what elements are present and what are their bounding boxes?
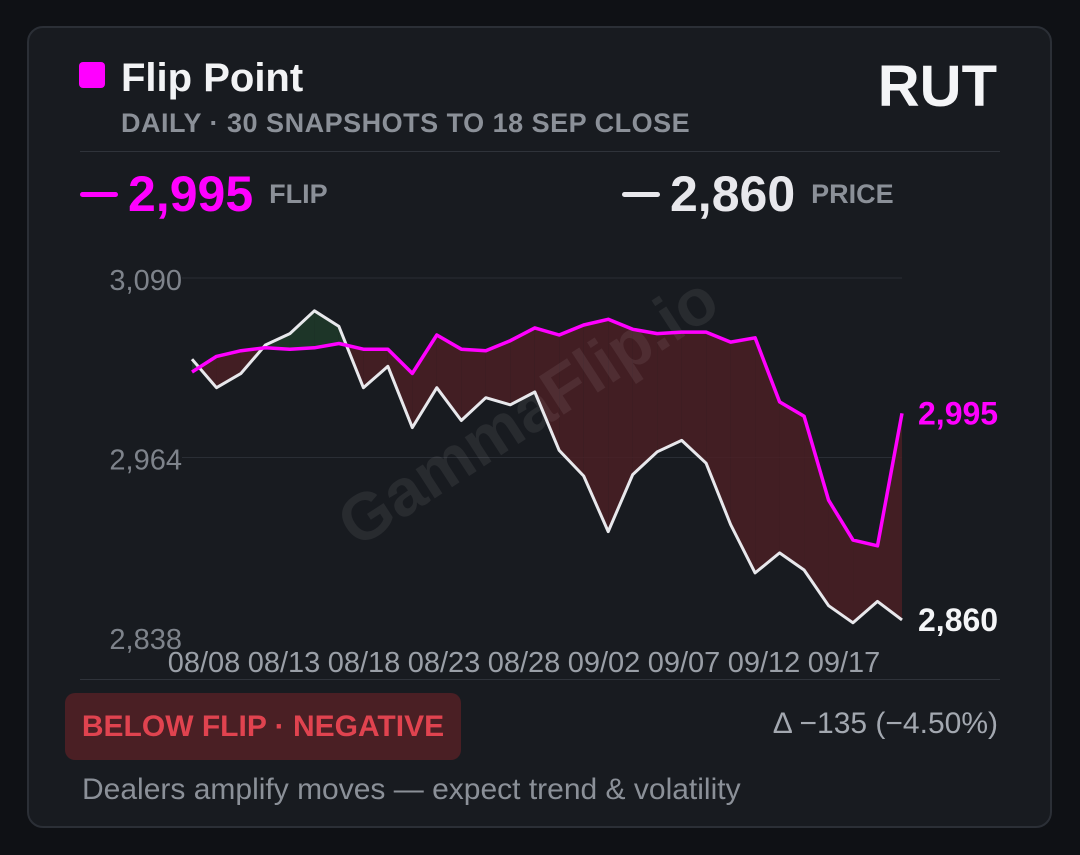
gap-fill — [436, 334, 462, 421]
status-badge: BELOW FLIP · NEGATIVE — [65, 693, 461, 760]
ticker-symbol: RUT — [877, 54, 997, 119]
x-tick-label: 08/18 — [328, 647, 401, 679]
x-tick-label: 09/17 — [808, 647, 881, 679]
x-tick-label: 08/28 — [488, 647, 561, 679]
delta-readout: Δ −135 (−4.50%) — [772, 707, 998, 740]
flip-value: 2,995 — [128, 166, 254, 222]
gap-fill — [485, 340, 511, 405]
gap-fill — [510, 327, 535, 405]
y-tick-label: 2,838 — [109, 624, 182, 656]
gap-fill — [412, 334, 437, 428]
x-tick-label: 08/08 — [168, 647, 241, 679]
price-line-icon — [622, 191, 660, 197]
gap-fill — [657, 332, 682, 452]
gap-fill — [730, 337, 756, 573]
price-series-line — [190, 309, 903, 625]
x-tick-label: 09/02 — [568, 647, 641, 679]
y-tick-label: 3,090 — [109, 265, 182, 297]
gap-fill — [632, 329, 658, 475]
x-tick-label: 08/23 — [408, 647, 481, 679]
status-badge-label: BELOW FLIP · NEGATIVE — [81, 709, 445, 743]
gap-fill — [559, 325, 584, 477]
gap-fill — [853, 540, 878, 623]
price-value: 2,860 — [670, 166, 796, 222]
card-title: Flip Point — [121, 56, 304, 100]
gap-fill — [681, 332, 707, 464]
flip-legend-swatch — [79, 62, 105, 88]
regime-description: Dealers amplify moves — expect trend & v… — [82, 773, 741, 806]
x-tick-label: 08/13 — [248, 647, 321, 679]
flip-series-line — [191, 317, 904, 548]
flip-metric: 2,995 FLIP — [80, 164, 328, 224]
gap-fill — [877, 413, 902, 620]
gap-fill — [314, 310, 339, 348]
x-tick-label: 09/12 — [728, 647, 801, 679]
gap-fill — [534, 327, 560, 451]
gap-fill — [583, 319, 609, 532]
price-label: PRICE — [811, 178, 894, 209]
header-divider — [80, 151, 1000, 152]
gap-fill — [289, 310, 315, 350]
flip-line-icon — [80, 191, 118, 197]
gap-fill — [755, 337, 780, 573]
price-metric: 2,860 PRICE — [622, 164, 894, 224]
gap-fill — [216, 350, 241, 388]
price-end-label: 2,860 — [918, 602, 998, 638]
gap-fill — [363, 349, 388, 388]
flip-label: FLIP — [269, 178, 328, 209]
gap-fill — [804, 416, 829, 606]
gap-fill — [779, 401, 805, 571]
chart-divider — [80, 679, 1000, 680]
gap-fill — [608, 319, 633, 532]
card-subtitle: DAILY · 30 SNAPSHOTS TO 18 SEP CLOSE — [121, 108, 691, 138]
y-tick-label: 2,964 — [109, 445, 182, 477]
flip-end-label: 2,995 — [918, 395, 998, 431]
x-tick-label: 09/07 — [648, 647, 721, 679]
gap-fill — [199, 356, 217, 388]
